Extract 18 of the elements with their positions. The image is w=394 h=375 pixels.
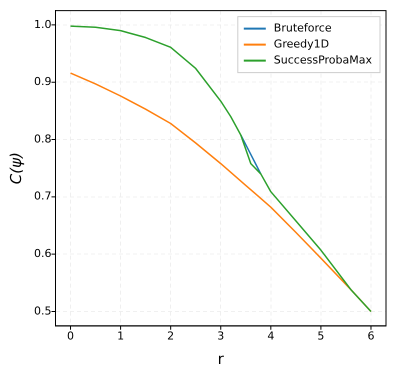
x-tick-label: 0 [67, 329, 74, 342]
y-tick-label: 0.7 [34, 190, 52, 203]
x-tick-label: 6 [367, 329, 374, 342]
x-tick-label: 5 [317, 329, 324, 342]
y-tick-label: 0.5 [34, 304, 52, 318]
y-tick-label: 0.9 [34, 75, 52, 88]
legend-label: SuccessProbaMax [274, 53, 372, 66]
y-axis-title: C(ψ) [6, 152, 25, 184]
y-tick-label: 0.8 [34, 132, 52, 146]
x-tick-label: 1 [117, 329, 124, 342]
y-tick-label: 1.0 [34, 18, 52, 31]
legend-label: Greedy1D [274, 37, 330, 50]
legend-label: Bruteforce [274, 21, 332, 34]
x-tick-label: 4 [267, 329, 274, 342]
y-tick-label: 0.6 [34, 247, 52, 260]
x-tick-label: 3 [217, 329, 224, 342]
x-tick-label: 2 [167, 329, 174, 342]
x-axis-title: r [218, 350, 225, 368]
